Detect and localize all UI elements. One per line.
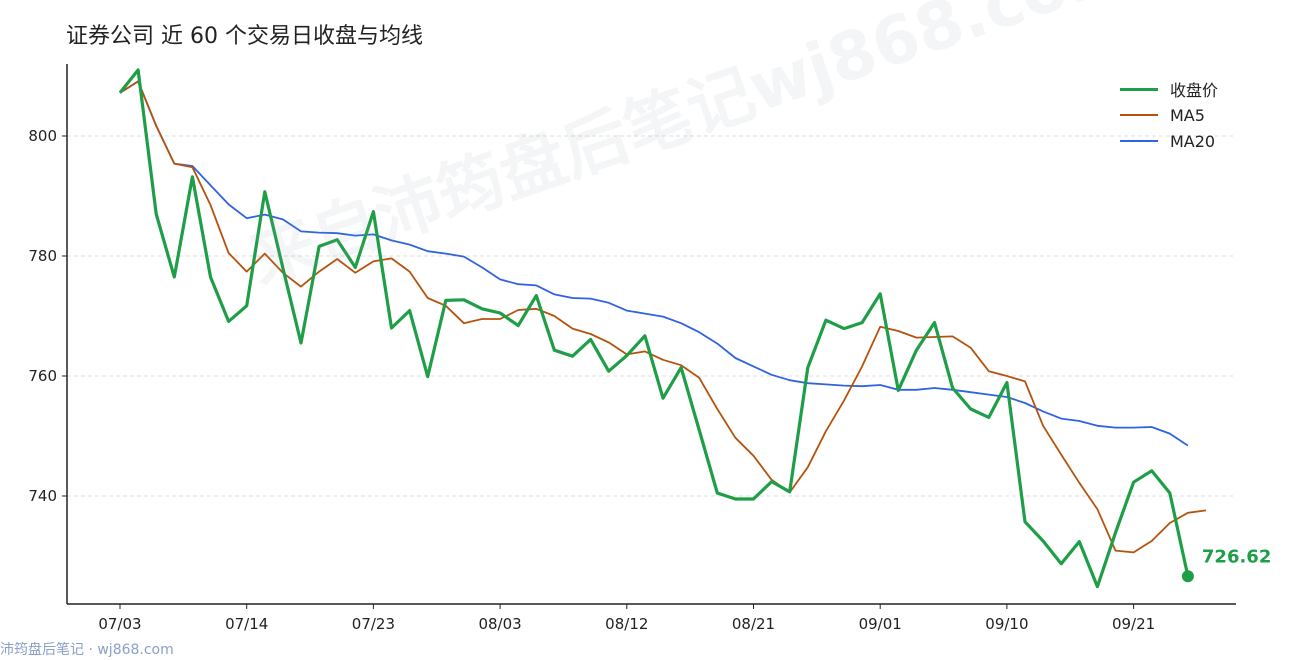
series-line-ma5 [119,80,1207,554]
x-tick-label: 09/01 [859,615,902,633]
legend: 收盘价 MA5 MA20 [1120,76,1218,154]
x-tick-label: 08/12 [605,615,648,633]
legend-item-ma20: MA20 [1120,128,1218,154]
legend-label-close: 收盘价 [1170,81,1219,100]
legend-item-close: 收盘价 [1120,76,1218,102]
legend-swatch-ma20 [1120,140,1158,142]
tick-labels: 740 760 780 800 07/03 07/14 07/23 08/03 08/12 08/… [28,127,1155,633]
footer-source: 沛筠盘后笔记 · wj868.com [0,642,174,658]
legend-item-ma5: MA5 [1120,102,1218,128]
x-tick-label: 07/14 [225,615,268,633]
chart-title: 证券公司 近 60 个交易日收盘与均线 [66,24,423,49]
series-lines [118,68,1207,589]
x-tick-label: 07/23 [352,615,395,633]
legend-swatch-ma5 [1120,114,1158,116]
x-tick-label: 08/21 [732,615,775,633]
x-tick-label: 09/21 [1112,615,1155,633]
y-tick-label: 760 [28,367,57,385]
grid-lines [67,135,1236,497]
axes [62,64,1236,609]
x-tick-label: 09/10 [985,615,1028,633]
y-tick-label: 800 [28,127,57,145]
last-close-dot [1181,570,1194,583]
legend-label-ma20: MA20 [1170,131,1216,151]
y-tick-label: 780 [28,247,57,265]
series-line-close [118,68,1190,589]
y-tick-label: 740 [28,487,57,505]
legend-swatch-close [1120,87,1158,91]
legend-label-ma5: MA5 [1170,105,1205,125]
x-tick-label: 08/03 [478,615,521,633]
last-close-label: 726.62 [1202,546,1271,567]
end-marker: 726.62 [1181,546,1271,583]
x-tick-label: 07/03 [98,615,141,633]
